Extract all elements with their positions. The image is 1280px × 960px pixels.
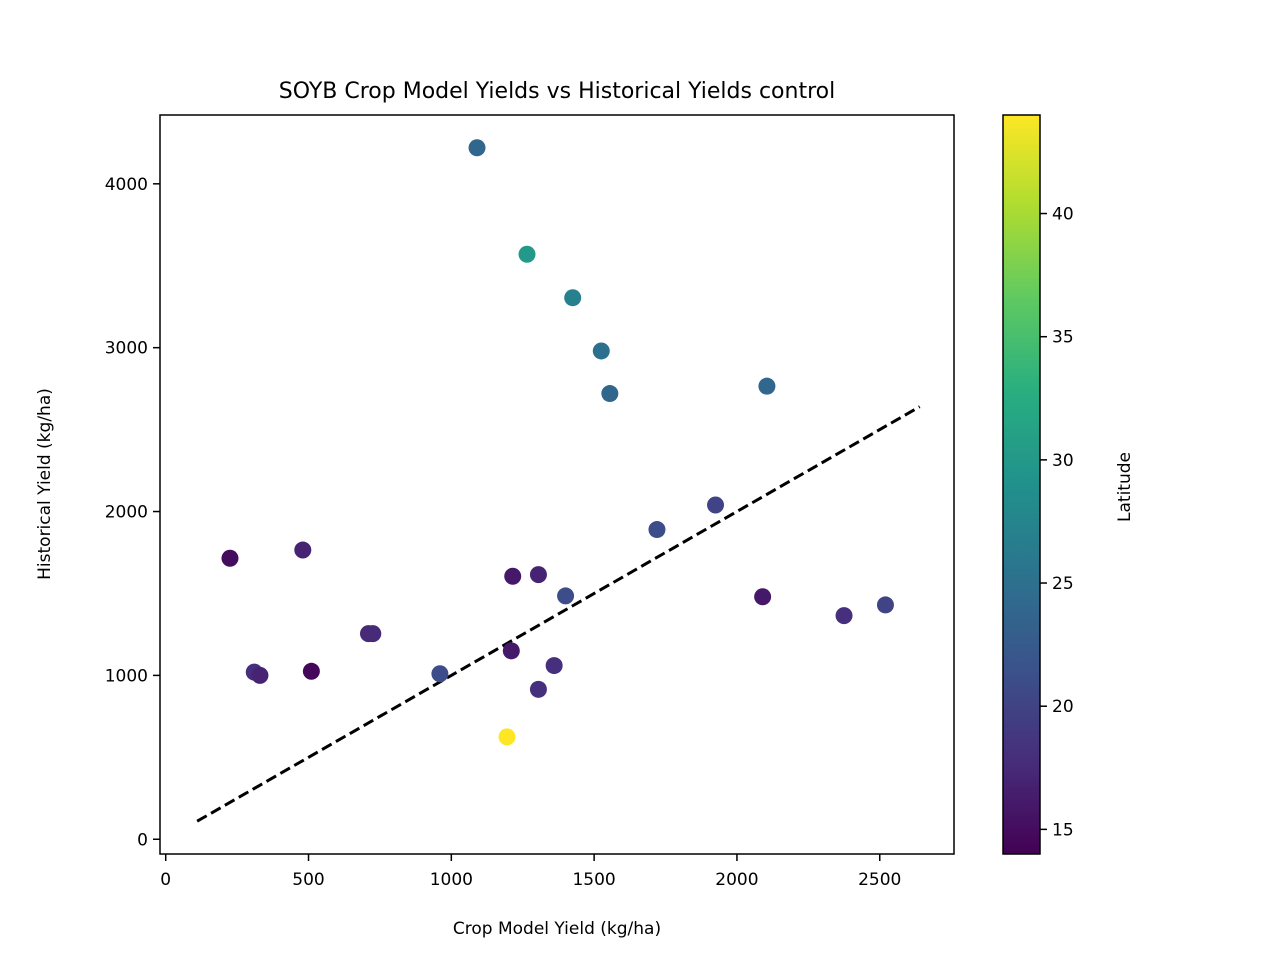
scatter-point — [601, 385, 619, 403]
y-tick-label: 2000 — [105, 503, 148, 523]
scatter-point — [754, 588, 772, 606]
scatter-point — [251, 666, 269, 684]
colorbar-tick-label: 40 — [1052, 205, 1074, 225]
scatter-point — [592, 342, 610, 360]
y-tick-label: 3000 — [105, 339, 148, 359]
colorbar-tick-label: 25 — [1052, 574, 1074, 594]
scatter-point — [431, 665, 449, 683]
y-tick-label: 0 — [137, 830, 148, 850]
reference-line — [196, 405, 921, 823]
x-tick-label: 2000 — [715, 870, 758, 890]
scatter-point — [498, 728, 516, 746]
scatter-point — [648, 521, 666, 539]
scatter-point — [504, 567, 522, 585]
y-axis: 0 1000 2000 3000 4000 — [105, 175, 160, 850]
x-tick-label: 2500 — [858, 870, 901, 890]
plot-area-frame — [159, 114, 955, 855]
colorbar-tick-label: 20 — [1052, 697, 1074, 717]
scatter-point — [564, 289, 582, 307]
scatter-point — [294, 541, 312, 559]
points-layer — [221, 139, 894, 746]
scatter-point — [529, 566, 547, 584]
colorbar-tick-label: 35 — [1052, 328, 1074, 348]
scatter-point — [221, 549, 239, 567]
scatter-point — [835, 607, 853, 625]
x-tick-label: 1000 — [430, 870, 473, 890]
y-tick-label: 4000 — [105, 175, 148, 195]
scatter-point — [502, 642, 520, 660]
x-tick-label: 1500 — [572, 870, 615, 890]
colorbar-axis: 15 20 25 30 35 40 — [1040, 205, 1074, 840]
scatter-point — [529, 680, 547, 698]
colorbar-tick-label: 30 — [1052, 451, 1074, 471]
scatter-point — [758, 377, 776, 395]
scatter-point — [876, 596, 894, 614]
x-tick-label: 0 — [160, 870, 171, 890]
scatter-point — [545, 657, 563, 675]
chart-title: SOYB Crop Model Yields vs Historical Yie… — [279, 79, 835, 104]
y-axis-label: Historical Yield (kg/ha) — [35, 388, 55, 580]
x-axis: 0 500 1000 1500 2000 2500 — [160, 854, 901, 890]
scatter-point — [557, 587, 575, 605]
y-tick-label: 1000 — [105, 666, 148, 686]
scatter-point — [302, 662, 320, 680]
reference-line-layer — [196, 405, 921, 823]
colorbar-label: Latitude — [1115, 452, 1135, 522]
scatter-point — [707, 496, 725, 514]
scatter-point — [364, 625, 382, 643]
colorbar-tick-label: 15 — [1052, 820, 1074, 840]
x-tick-label: 500 — [292, 870, 324, 890]
colorbar — [1002, 114, 1041, 855]
x-axis-label: Crop Model Yield (kg/ha) — [453, 919, 661, 939]
scatter-point — [468, 139, 486, 157]
scatter-point — [518, 245, 536, 263]
